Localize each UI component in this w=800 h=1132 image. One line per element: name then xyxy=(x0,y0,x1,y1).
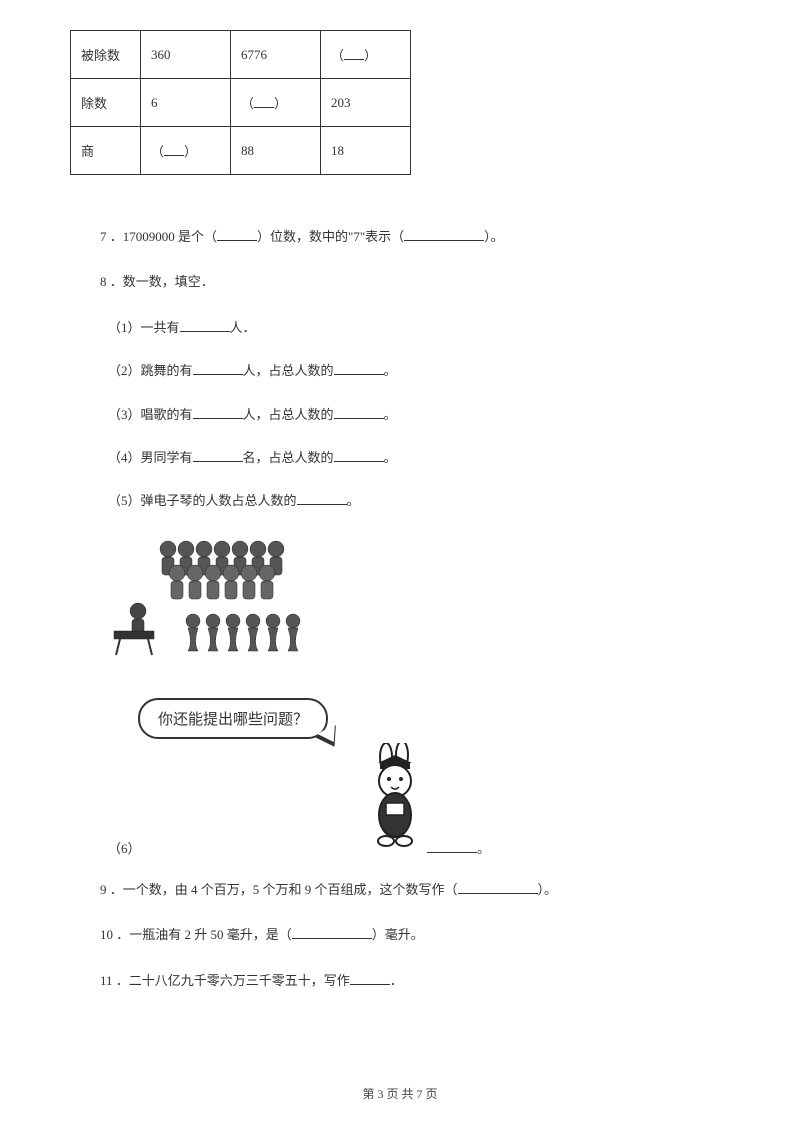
question-8-title: 8 ．数一数，填空． xyxy=(100,270,740,293)
q8s4-c: 。 xyxy=(384,450,397,465)
q10-a: 10 ．一瓶油有 2 升 50 毫升，是（ xyxy=(100,927,292,942)
q8s3-blank-2[interactable] xyxy=(334,406,384,419)
students-icon xyxy=(108,533,338,663)
header-quotient: 商 xyxy=(71,127,141,175)
q8s6-blank[interactable] xyxy=(427,840,477,853)
q8s5-b: 。 xyxy=(347,493,360,508)
cell-dividend-2: 6776 xyxy=(231,31,321,79)
q8s1-b: 人． xyxy=(230,320,256,335)
cell-quotient-3: 18 xyxy=(321,127,411,175)
q8s3-a: （3）唱歌的有 xyxy=(108,407,193,422)
q8s2-blank-2[interactable] xyxy=(334,362,384,375)
header-divisor: 除数 xyxy=(71,79,141,127)
speech-section: 你还能提出哪些问题？ （6） 。 xyxy=(108,688,740,868)
cell-divisor-3: 203 xyxy=(321,79,411,127)
q8s3-blank-1[interactable] xyxy=(193,406,243,419)
q7-blank-1[interactable] xyxy=(217,228,257,241)
q8s1-a: （1）一共有 xyxy=(108,320,180,335)
table-row: 商 （） 88 18 xyxy=(71,127,411,175)
q8s5-blank[interactable] xyxy=(297,492,347,505)
q8s2-c: 。 xyxy=(384,363,397,378)
question-9: 9 ．一个数，由 4 个百万，5 个万和 9 个百组成，这个数写作（ ）。 xyxy=(100,878,740,901)
q8-sub-6: （6） 。 xyxy=(108,838,490,857)
q8s6-a: （6） xyxy=(108,841,141,856)
q9-a: 9 ．一个数，由 4 个百万，5 个万和 9 个百组成，这个数写作（ xyxy=(100,882,458,897)
q7-blank-2[interactable] xyxy=(404,228,484,241)
q8-sub-4: （4）男同学有 名，占总人数的 。 xyxy=(108,446,740,469)
q8s4-b: 名，占总人数的 xyxy=(243,450,334,465)
question-11: 11 ．二十八亿九千零六万三千零五十，写作 ． xyxy=(100,969,740,992)
speech-text: 你还能提出哪些问题？ xyxy=(158,712,308,728)
division-table: 被除数 360 6776 （） 除数 6 （） 203 商 （） 88 18 xyxy=(70,30,411,175)
q8s2-b: 人，占总人数的 xyxy=(243,363,334,378)
cell-dividend-1: 360 xyxy=(141,31,231,79)
q8-sub-2: （2）跳舞的有 人，占总人数的 。 xyxy=(108,359,740,382)
q8s4-blank-2[interactable] xyxy=(334,449,384,462)
q11-b: ． xyxy=(390,973,403,988)
q9-blank[interactable] xyxy=(458,881,538,894)
q11-a: 11 ．二十八亿九千零六万三千零五十，写作 xyxy=(100,973,350,988)
bunny-icon xyxy=(358,743,438,853)
q8s5-a: （5）弹电子琴的人数占总人数的 xyxy=(108,493,297,508)
q8-sub-3: （3）唱歌的有 人，占总人数的 。 xyxy=(108,403,740,426)
q9-b: ）。 xyxy=(538,882,558,897)
students-illustration xyxy=(108,533,740,668)
cell-divisor-2-blank[interactable]: （） xyxy=(231,79,321,127)
q8s3-c: 。 xyxy=(384,407,397,422)
q8s2-a: （2）跳舞的有 xyxy=(108,363,193,378)
q8-sub-5: （5）弹电子琴的人数占总人数的 。 xyxy=(108,489,740,512)
q7-text-a: 7 ．17009000 是个（ xyxy=(100,229,217,244)
q10-blank[interactable] xyxy=(292,926,372,939)
header-dividend: 被除数 xyxy=(71,31,141,79)
q8s1-blank[interactable] xyxy=(180,319,230,332)
speech-bubble: 你还能提出哪些问题？ xyxy=(138,698,328,739)
cell-quotient-1-blank[interactable]: （） xyxy=(141,127,231,175)
page-footer: 第 3 页 共 7 页 xyxy=(0,1085,800,1102)
q7-text-c: ）。 xyxy=(484,229,504,244)
question-10: 10 ．一瓶油有 2 升 50 毫升，是（ ）毫升。 xyxy=(100,923,740,946)
q8s4-blank-1[interactable] xyxy=(193,449,243,462)
q8s3-b: 人，占总人数的 xyxy=(243,407,334,422)
table-row: 除数 6 （） 203 xyxy=(71,79,411,127)
table-row: 被除数 360 6776 （） xyxy=(71,31,411,79)
cell-dividend-3-blank[interactable]: （） xyxy=(321,31,411,79)
q8s4-a: （4）男同学有 xyxy=(108,450,193,465)
q11-blank[interactable] xyxy=(350,972,390,985)
q7-text-b: ）位数，数中的"7"表示（ xyxy=(257,229,404,244)
q8s2-blank-1[interactable] xyxy=(193,362,243,375)
q10-b: ）毫升。 xyxy=(372,927,424,942)
q8-sub-1: （1）一共有 人． xyxy=(108,316,740,339)
cell-divisor-1: 6 xyxy=(141,79,231,127)
question-7: 7 ．17009000 是个（ ）位数，数中的"7"表示（ ）。 xyxy=(100,225,740,248)
q8s6-b: 。 xyxy=(477,841,490,856)
cell-quotient-2: 88 xyxy=(231,127,321,175)
